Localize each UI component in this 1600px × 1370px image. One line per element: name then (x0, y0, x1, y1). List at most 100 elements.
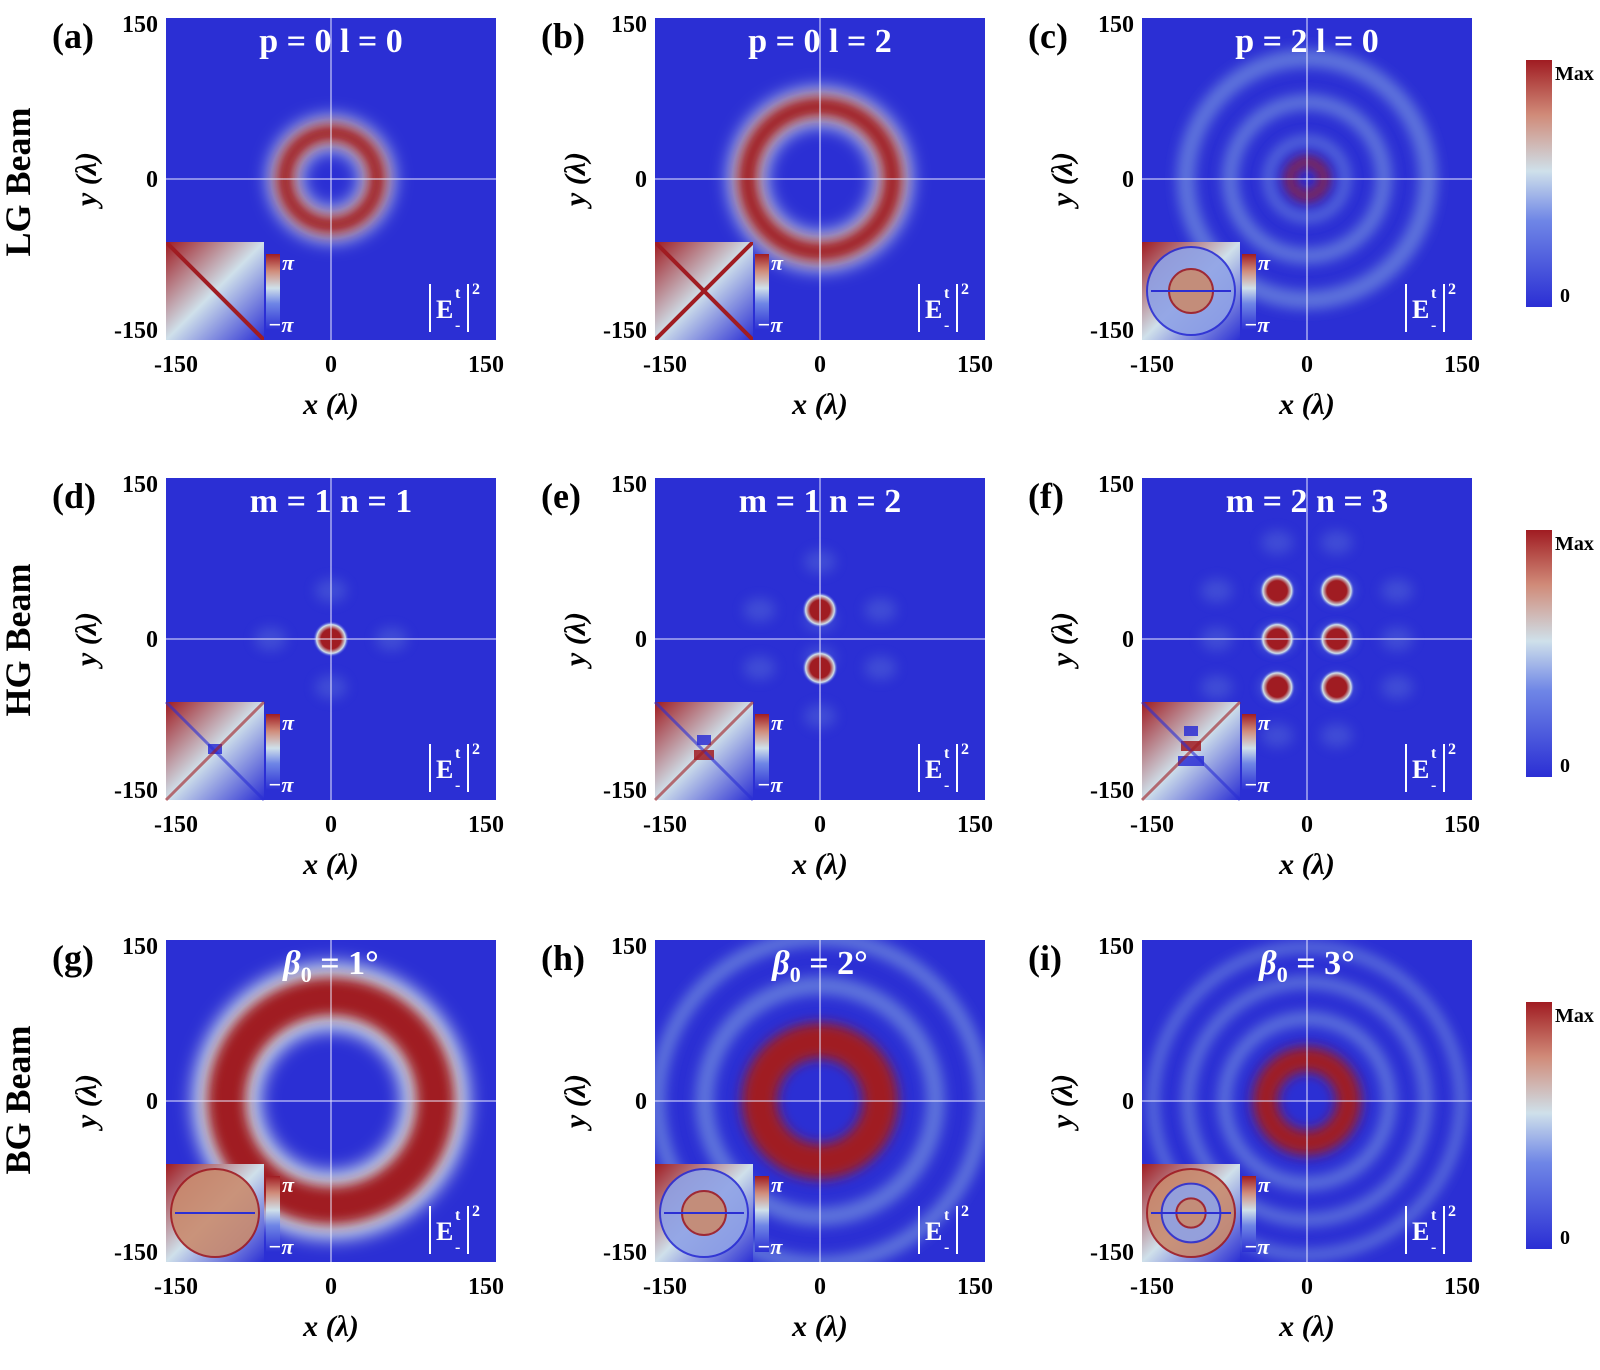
svg-text:-: - (455, 317, 460, 334)
phase-max-label: π (1258, 710, 1271, 735)
panel-parameters: β0 = 1° (281, 945, 378, 987)
y-tick-label: 150 (122, 934, 158, 960)
panel-label: (d) (52, 476, 96, 516)
svg-text:-: - (1431, 317, 1436, 334)
intensity-symbol: Et - 2 (429, 281, 480, 334)
phase-min-label: −π (1244, 1234, 1270, 1259)
svg-text:2: 2 (1448, 281, 1456, 298)
svg-text:-: - (944, 317, 949, 334)
intensity-symbol: Et - 2 (1405, 741, 1456, 794)
param-1: p = 0 (259, 23, 340, 60)
y-axis-label: y (λ) (70, 1074, 103, 1131)
svg-text:t: t (944, 1207, 950, 1224)
y-axis-label: y (λ) (70, 612, 103, 669)
intensity-spot-1 (1318, 572, 1355, 609)
y-tick-label: 150 (1098, 934, 1134, 960)
y-tick-label: -150 (603, 318, 647, 344)
x-tick-label: 0 (1301, 352, 1313, 378)
y-axis-label: y (λ) (70, 152, 103, 209)
phase-colorbar (1242, 1176, 1256, 1252)
x-axis-label: x (λ) (302, 388, 359, 421)
phase-max-label: π (1258, 1172, 1271, 1197)
phase-min-label: −π (757, 1234, 783, 1259)
heatmap-area (655, 940, 985, 1262)
phase-min-label: −π (268, 772, 294, 797)
x-axis-label: x (λ) (302, 848, 359, 881)
phase-colorbar (266, 254, 280, 330)
svg-text:-: - (455, 1239, 460, 1256)
intensity-symbol: Et - 2 (918, 741, 969, 794)
intensity-symbol-E: E (436, 295, 453, 324)
x-tick-label: -150 (1130, 1274, 1174, 1300)
svg-text:t: t (1431, 745, 1437, 762)
y-tick-label: 0 (1122, 167, 1134, 193)
panel-a: π −π Et - 2 (a) p = 0 l = 0 150 0 -150 -150 0 150 x (… (52, 12, 504, 421)
intensity-symbol-E: E (1412, 295, 1429, 324)
side-lobe (1320, 723, 1353, 748)
row-label-hg: HG Beam (0, 563, 38, 716)
intensity-symbol-E: E (1412, 1217, 1429, 1246)
x-axis-label: x (λ) (1278, 848, 1335, 881)
side-lobe (1200, 675, 1233, 700)
colorbar-gradient (1526, 60, 1552, 307)
x-axis-label: x (λ) (1278, 1310, 1335, 1343)
param-subscript: 0 (1277, 962, 1288, 987)
y-tick-label: 0 (146, 1089, 158, 1115)
y-tick-label: -150 (1090, 778, 1134, 804)
panel-parameters: p = 0 l = 0 (259, 23, 403, 60)
param-2: n = 1 (340, 483, 412, 520)
y-axis-label: y (λ) (1046, 612, 1079, 669)
intensity-symbol-E: E (1412, 755, 1429, 784)
y-tick-label: 150 (122, 12, 158, 38)
phase-max-label: π (771, 1172, 784, 1197)
y-tick-label: 0 (635, 167, 647, 193)
phase-block (1184, 726, 1198, 736)
y-tick-label: 0 (635, 1089, 647, 1115)
panel-b: π −π Et - 2 (b) p = 0 l = 2 150 0 -150 -150 0 150 x (… (541, 12, 993, 421)
intensity-spot-5 (1318, 669, 1355, 706)
y-tick-label: 0 (146, 627, 158, 653)
phase-min-label: −π (757, 772, 783, 797)
y-axis-label: y (λ) (1046, 1074, 1079, 1131)
svg-text:t: t (944, 285, 950, 302)
param-2: n = 2 (829, 483, 901, 520)
x-tick-label: 0 (1301, 812, 1313, 838)
panel-label: (g) (52, 938, 94, 978)
colorbar-max-label: Max (1555, 1005, 1594, 1027)
panel-e: π −π Et - 2 (e) m = 1 n = 2 150 0 -150 -150 0 150 x (… (541, 472, 993, 881)
x-tick-label: -150 (643, 1274, 687, 1300)
intensity-colorbar-row1: Max 0 (1526, 60, 1594, 307)
phase-block (694, 750, 714, 760)
svg-text:2: 2 (472, 281, 480, 298)
x-tick-label: 150 (468, 812, 504, 838)
svg-text:-: - (944, 777, 949, 794)
phase-block (1178, 756, 1204, 766)
y-tick-label: 150 (122, 472, 158, 498)
param-subscript: 0 (790, 962, 801, 987)
y-axis-label: y (λ) (1046, 152, 1079, 209)
x-tick-label: 0 (325, 812, 337, 838)
side-lobe (1200, 578, 1233, 603)
param-2: l = 0 (1316, 23, 1379, 60)
svg-text:-: - (944, 1239, 949, 1256)
intensity-symbol-E: E (925, 755, 942, 784)
phase-inset: π −π (653, 700, 784, 802)
side-lobe (1261, 530, 1294, 555)
colorbar-min-label: 0 (1560, 1227, 1570, 1249)
colorbar-gradient (1526, 1002, 1552, 1249)
phase-inset: π −π (655, 242, 784, 340)
phase-colorbar (755, 1176, 769, 1252)
y-tick-label: -150 (1090, 1240, 1134, 1266)
phase-block (697, 735, 711, 745)
phase-inset: π −π (166, 1164, 295, 1262)
panel-parameters: p = 2 l = 0 (1235, 23, 1379, 60)
phase-min-label: −π (1244, 772, 1270, 797)
phase-min-label: −π (268, 1234, 294, 1259)
phase-inset: π −π (164, 700, 295, 802)
intensity-colorbar-row2: Max 0 (1526, 530, 1594, 777)
